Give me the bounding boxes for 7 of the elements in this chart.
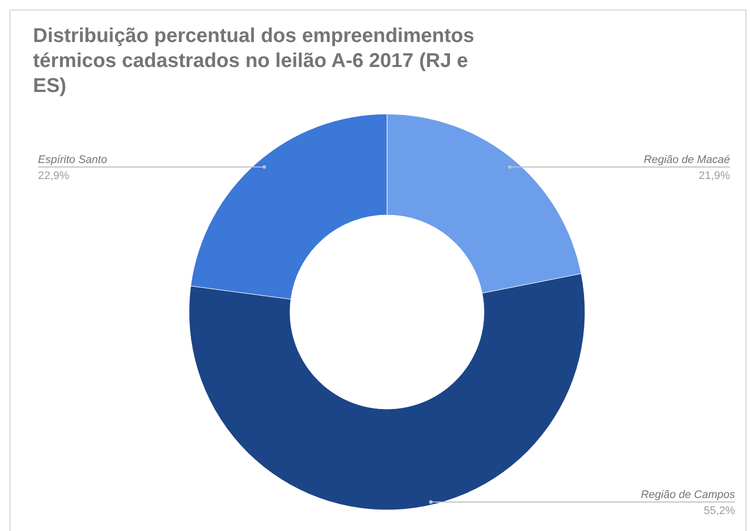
data-label: 22,9% xyxy=(38,170,70,182)
chart-title: Distribuição percentual dos empreendimentos térmicos cadastrados no leilão A-6 2017 (RJ e ES) xyxy=(33,25,474,97)
data-label: 21,9% xyxy=(698,170,730,182)
data-label: 55,2% xyxy=(704,505,736,517)
slice-label: Região de Macaé xyxy=(644,154,730,166)
slice-label: Região de Campos xyxy=(640,489,736,501)
slice-label: Espírito Santo xyxy=(38,154,108,166)
